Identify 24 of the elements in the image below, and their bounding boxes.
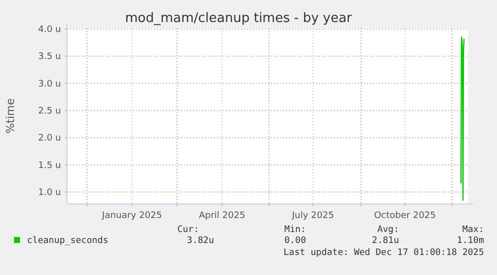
y-tick-label: 1.0 u — [38, 188, 61, 198]
text: Avg: — [377, 225, 399, 235]
x-tick-label: October 2025 — [374, 211, 436, 221]
y-tick-label: 2.0 u — [38, 134, 61, 144]
y-tick-label: 2.5 u — [38, 106, 61, 117]
text: Last update: Wed Dec 17 01:00:18 2025 — [284, 248, 484, 258]
x-tick-label: January 2025 — [101, 211, 162, 221]
legend-label: cleanup_seconds — [27, 236, 108, 246]
y-axis-title: %time — [4, 98, 17, 134]
text: 1.10m — [456, 236, 484, 246]
text: 3.82u — [186, 236, 214, 246]
text: Min: — [284, 225, 306, 235]
text: Max: — [462, 225, 484, 235]
line-series — [460, 36, 465, 201]
text: 0.00 — [284, 236, 306, 246]
y-tick-label: 4.0 u — [38, 25, 61, 36]
y-tick-label: 1.5 u — [38, 160, 61, 171]
y-tick-label: 3.0 u — [38, 79, 61, 90]
x-tick-label: July 2025 — [291, 211, 334, 221]
y-tick-label: 3.5 u — [38, 52, 61, 62]
text: 2.81u — [372, 236, 399, 246]
chart-title: mod_mam/cleanup times - by year — [125, 11, 353, 26]
text: Cur: — [177, 225, 199, 235]
x-tick-label: April 2025 — [198, 211, 246, 221]
